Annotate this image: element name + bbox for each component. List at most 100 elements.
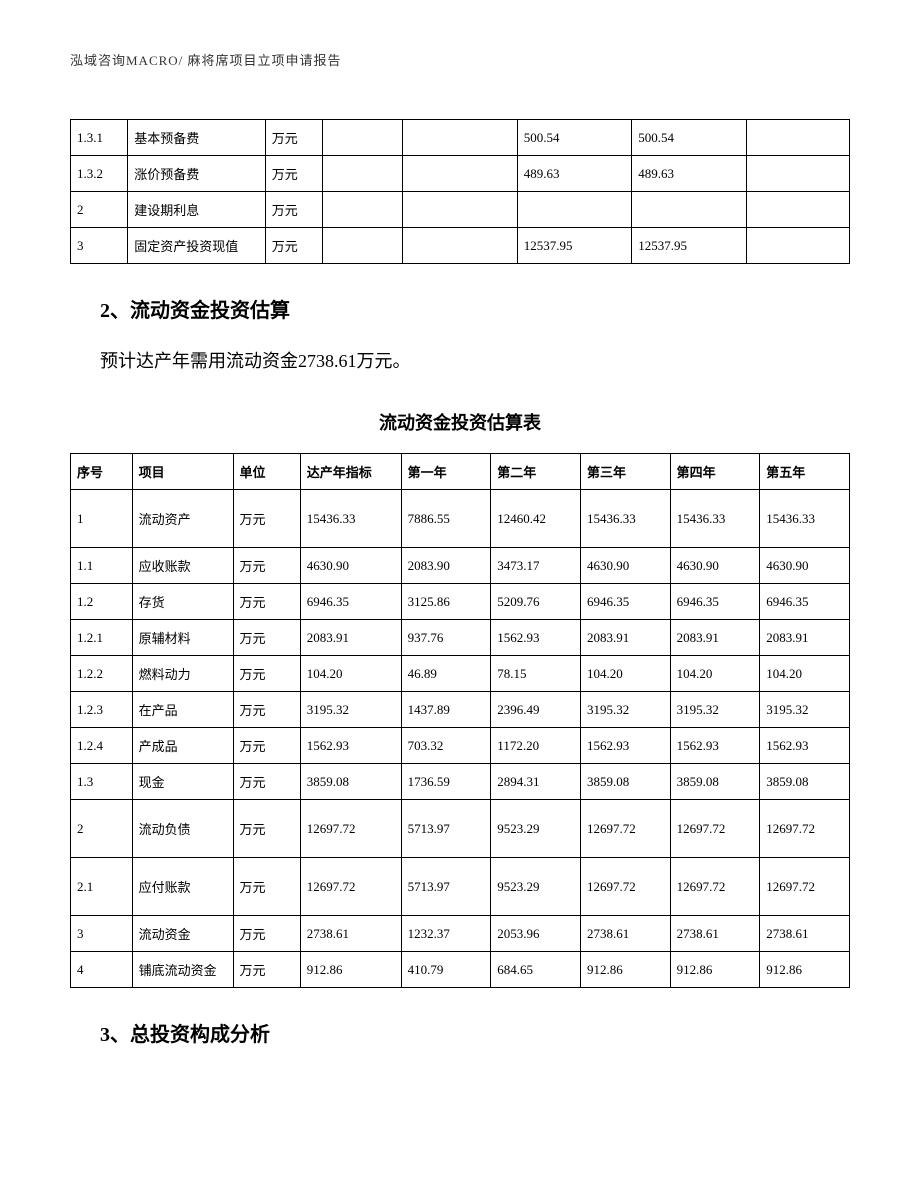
table-row: 1.2.3在产品万元3195.321437.892396.493195.3231… [71, 692, 850, 728]
table-cell: 1562.93 [580, 728, 670, 764]
table-cell: 12460.42 [491, 490, 581, 548]
table-header-row: 序号项目单位达产年指标第一年第二年第三年第四年第五年 [71, 454, 850, 490]
table-cell: 万元 [233, 620, 300, 656]
table-cell: 12697.72 [580, 800, 670, 858]
table-cell: 3859.08 [300, 764, 401, 800]
table-cell: 5713.97 [401, 858, 491, 916]
table-row: 4铺底流动资金万元912.86410.79684.65912.86912.869… [71, 952, 850, 988]
table-cell [323, 120, 403, 156]
table-cell: 104.20 [580, 656, 670, 692]
table-cell: 500.54 [517, 120, 632, 156]
table-cell: 现金 [132, 764, 233, 800]
table-cell: 万元 [233, 584, 300, 620]
table-cell: 489.63 [632, 156, 747, 192]
table-row: 1.2.1原辅材料万元2083.91937.761562.932083.9120… [71, 620, 850, 656]
table-cell: 1.2.1 [71, 620, 133, 656]
table-cell: 3125.86 [401, 584, 491, 620]
table-2-title: 流动资金投资估算表 [70, 409, 850, 435]
table-cell: 912.86 [760, 952, 850, 988]
table-cell: 2083.90 [401, 548, 491, 584]
table-cell: 12537.95 [517, 228, 632, 264]
table-cell: 1.3.1 [71, 120, 128, 156]
table-cell: 3859.08 [580, 764, 670, 800]
table-cell: 78.15 [491, 656, 581, 692]
table-cell: 应付账款 [132, 858, 233, 916]
table-fixed-assets: 1.3.1基本预备费万元500.54500.541.3.2涨价预备费万元489.… [70, 119, 850, 264]
table-cell: 12697.72 [760, 858, 850, 916]
table-cell: 4630.90 [670, 548, 760, 584]
table-cell [746, 120, 849, 156]
table-row: 1.3现金万元3859.081736.592894.313859.083859.… [71, 764, 850, 800]
table-header-cell: 项目 [132, 454, 233, 490]
table-cell: 684.65 [491, 952, 581, 988]
table-cell: 3473.17 [491, 548, 581, 584]
section-2-body: 预计达产年需用流动资金2738.61万元。 [100, 343, 850, 379]
table-cell: 2396.49 [491, 692, 581, 728]
table-cell: 15436.33 [300, 490, 401, 548]
table-cell: 12697.72 [670, 858, 760, 916]
table-cell: 12697.72 [300, 858, 401, 916]
table-cell: 2738.61 [300, 916, 401, 952]
table-cell: 万元 [233, 692, 300, 728]
table-cell: 1232.37 [401, 916, 491, 952]
table-cell: 流动资金 [132, 916, 233, 952]
table-cell: 万元 [233, 916, 300, 952]
table-cell: 6946.35 [670, 584, 760, 620]
table-row: 1.1应收账款万元4630.902083.903473.174630.90463… [71, 548, 850, 584]
table-cell: 4 [71, 952, 133, 988]
table-cell: 3859.08 [760, 764, 850, 800]
table-cell: 固定资产投资现值 [128, 228, 265, 264]
table-cell: 3 [71, 916, 133, 952]
table-cell: 2.1 [71, 858, 133, 916]
table-cell: 12697.72 [670, 800, 760, 858]
table-cell [746, 192, 849, 228]
table-cell: 12697.72 [760, 800, 850, 858]
table-cell: 流动资产 [132, 490, 233, 548]
table-cell: 3 [71, 228, 128, 264]
table-cell: 9523.29 [491, 858, 581, 916]
table-cell: 1.3 [71, 764, 133, 800]
table-row: 1.2.4产成品万元1562.93703.321172.201562.93156… [71, 728, 850, 764]
table-header-cell: 序号 [71, 454, 133, 490]
table-cell: 万元 [233, 800, 300, 858]
table-row: 2.1应付账款万元12697.725713.979523.2912697.721… [71, 858, 850, 916]
table-cell: 3195.32 [300, 692, 401, 728]
table-cell: 104.20 [300, 656, 401, 692]
table-cell: 1.2.3 [71, 692, 133, 728]
table-cell: 1172.20 [491, 728, 581, 764]
table-cell: 万元 [265, 192, 322, 228]
table-cell: 12697.72 [580, 858, 670, 916]
table-cell: 500.54 [632, 120, 747, 156]
table-header-cell: 第四年 [670, 454, 760, 490]
table-cell: 原辅材料 [132, 620, 233, 656]
table-cell: 2894.31 [491, 764, 581, 800]
table-row: 2建设期利息万元 [71, 192, 850, 228]
table-cell: 1.2.2 [71, 656, 133, 692]
table-cell: 5209.76 [491, 584, 581, 620]
table-cell: 6946.35 [760, 584, 850, 620]
section-3-title: 3、总投资构成分析 [100, 1018, 850, 1047]
table-cell: 937.76 [401, 620, 491, 656]
table-cell: 912.86 [580, 952, 670, 988]
table-cell: 4630.90 [300, 548, 401, 584]
table-cell: 3195.32 [670, 692, 760, 728]
table-cell: 燃料动力 [132, 656, 233, 692]
table-cell: 4630.90 [760, 548, 850, 584]
table-cell: 9523.29 [491, 800, 581, 858]
table-cell: 万元 [233, 656, 300, 692]
table-row: 1.2存货万元6946.353125.865209.766946.356946.… [71, 584, 850, 620]
table-cell: 12537.95 [632, 228, 747, 264]
table-header-cell: 第一年 [401, 454, 491, 490]
table-cell [403, 192, 518, 228]
table-cell [323, 228, 403, 264]
table-cell: 7886.55 [401, 490, 491, 548]
table-cell: 万元 [265, 156, 322, 192]
table-cell [403, 120, 518, 156]
table-header-cell: 第五年 [760, 454, 850, 490]
table-cell: 2738.61 [580, 916, 670, 952]
table-cell: 万元 [233, 490, 300, 548]
table-cell: 4630.90 [580, 548, 670, 584]
table-cell: 流动负债 [132, 800, 233, 858]
table-cell [746, 228, 849, 264]
table-cell: 万元 [265, 228, 322, 264]
